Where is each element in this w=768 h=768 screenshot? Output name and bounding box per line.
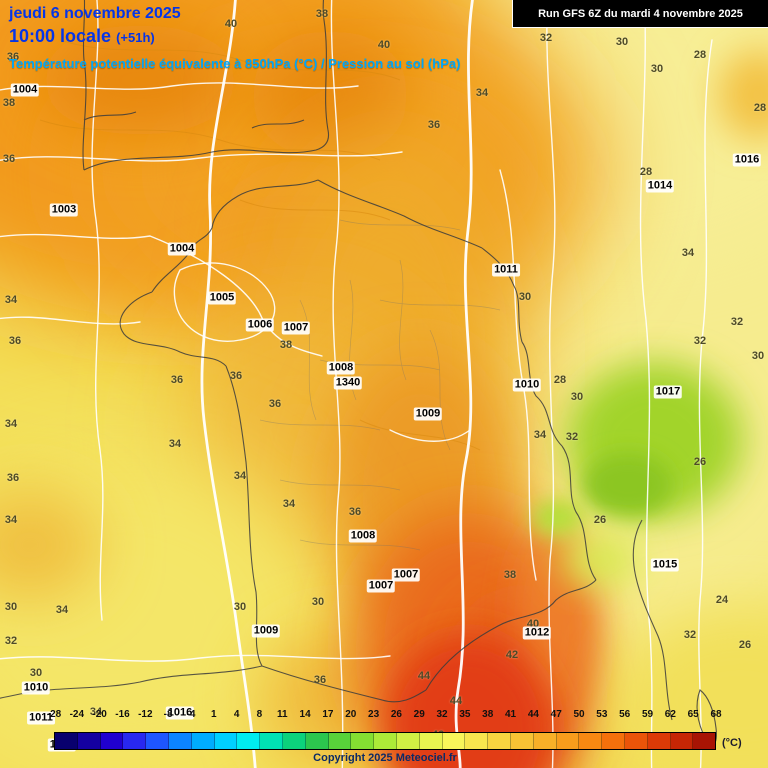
colorbar-tick-labels: -28 -24 -20 -16 -12 -8 -4 1 4 8 11 14 17 20 23 26 29 32 35… <box>47 709 722 723</box>
colorbar-segment <box>624 733 648 749</box>
colorbar-segment <box>237 733 261 749</box>
isobar-lines <box>0 0 713 768</box>
colorbar-tick: -12 <box>138 709 153 720</box>
map-title: Température potentielle équivalente à 85… <box>9 56 461 71</box>
colorbar-segment <box>465 733 489 749</box>
colorbar-tick: 41 <box>504 709 517 720</box>
colorbar-segment <box>328 733 352 749</box>
colorbar-gradient <box>54 732 716 750</box>
colorbar-segment <box>168 733 192 749</box>
colorbar-tick: -24 <box>69 709 85 720</box>
colorbar-segment <box>191 733 215 749</box>
colorbar-segment <box>533 733 557 749</box>
colorbar-segment <box>123 733 147 749</box>
colorbar-segment <box>374 733 397 749</box>
colorbar-tick: 44 <box>527 709 539 720</box>
colorbar-segment <box>77 733 101 749</box>
copyright-text: Copyright 2025 Meteociel.fr <box>313 752 457 764</box>
colorbar-segment <box>305 733 329 749</box>
colorbar-segment <box>579 733 603 749</box>
colorbar-tick: 26 <box>390 709 402 720</box>
colorbar-tick: 62 <box>664 709 676 720</box>
colorbar-tick: 59 <box>641 709 654 720</box>
forecast-offset-text: (+51h) <box>116 30 155 45</box>
colorbar-segment <box>396 733 420 749</box>
colorbar-segment <box>100 733 124 749</box>
colorbar-segment <box>442 733 466 749</box>
valid-time-text: 10:00 locale (+51h) <box>9 26 460 47</box>
colorbar-tick: 32 <box>436 709 448 720</box>
colorbar-tick: 53 <box>596 709 608 720</box>
colorbar-segment <box>419 733 443 749</box>
colorbar-tick: 17 <box>322 709 334 720</box>
colorbar-unit-label: (°C) <box>722 737 742 749</box>
colorbar-tick: 47 <box>550 709 562 720</box>
theta-e-contour-lines <box>39 39 481 451</box>
colorbar-segment <box>260 733 283 749</box>
colorbar-tick: 50 <box>573 709 585 720</box>
colorbar-tick: 65 <box>687 709 699 720</box>
colorbar-segment <box>670 733 694 749</box>
colorbar-segment <box>647 733 671 749</box>
colorbar: -28 -24 -20 -16 -12 -8 -4 1 4 8 11 14 17 20 23 26 29 32 35… <box>47 709 722 753</box>
colorbar-tick: -4 <box>186 709 196 720</box>
colorbar-segment <box>693 733 716 749</box>
colorbar-segment <box>55 733 78 749</box>
colorbar-segment <box>214 733 238 749</box>
department-boundaries <box>259 219 501 551</box>
colorbar-tick: 20 <box>345 709 357 720</box>
colorbar-tick: 56 <box>619 709 631 720</box>
colorbar-segment <box>282 733 306 749</box>
local-time-text: 10:00 locale <box>9 26 112 46</box>
colorbar-tick: 11 <box>276 709 288 720</box>
colorbar-tick: 4 <box>233 709 240 720</box>
colorbar-tick: 29 <box>413 709 425 720</box>
colorbar-tick: 23 <box>368 709 380 720</box>
colorbar-segment <box>510 733 534 749</box>
map-header: jeudi 6 novembre 2025 10:00 locale (+51h… <box>9 5 460 71</box>
colorbar-tick: -16 <box>115 709 130 720</box>
colorbar-tick: -28 <box>46 709 62 720</box>
colorbar-tick: 14 <box>299 709 311 720</box>
colorbar-segment <box>556 733 580 749</box>
colorbar-tick: -8 <box>163 709 173 720</box>
colorbar-tick: 1 <box>211 709 217 720</box>
colorbar-segment <box>351 733 375 749</box>
run-info-box: Run GFS 6Z du mardi 4 novembre 2025 <box>512 0 768 28</box>
colorbar-segment <box>602 733 625 749</box>
colorbar-tick: 35 <box>459 709 471 720</box>
colorbar-tick: 68 <box>710 709 722 720</box>
colorbar-segment <box>488 733 511 749</box>
valid-date-text: jeudi 6 novembre 2025 <box>9 5 181 22</box>
colorbar-tick: -20 <box>92 709 107 720</box>
colorbar-segment <box>146 733 169 749</box>
colorbar-tick: 8 <box>256 709 263 720</box>
colorbar-tick: 38 <box>482 709 494 720</box>
